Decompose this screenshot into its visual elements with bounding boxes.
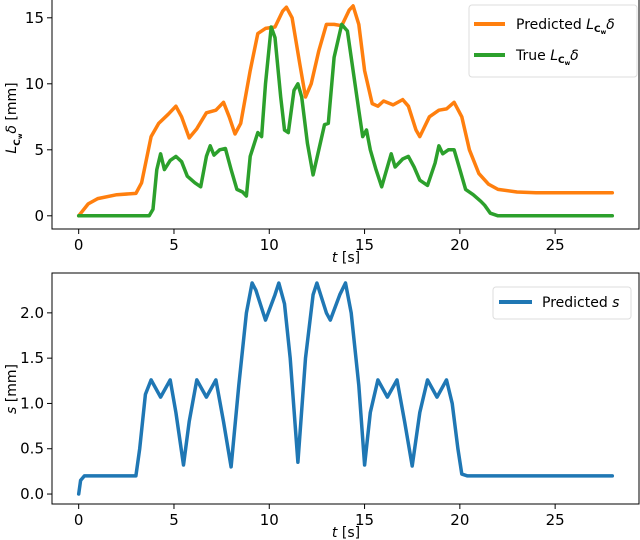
bottom-x-axis-label: t [s] (332, 525, 360, 540)
top-y-tick-label: 5 (34, 141, 44, 159)
top-x-tick-label: 10 (260, 236, 279, 254)
top-y-tick-label: 10 (25, 75, 44, 93)
bottom-y-tick-label: 2.0 (20, 304, 44, 322)
bottom-y-tick-label: 1.0 (20, 394, 44, 412)
top-x-tick-label: 25 (546, 236, 565, 254)
bottom-series-group (76, 281, 615, 496)
top-y-axis-label: LCwδ [mm] (4, 82, 24, 153)
bottom-x-tick-label: 10 (260, 511, 279, 529)
top-ticks-group: 0 5 10 15 20 25 0 5 10 15 (25, 9, 565, 254)
bottom-y-axis-label: s [mm] (4, 364, 20, 414)
bottom-panel: 0 5 10 15 20 25 0.0 0.5 1.0 1.5 2.0 t [s] s [mm] P… (4, 272, 640, 540)
bottom-axes-frame (51, 272, 640, 505)
legend-label-predicted-delta: Predicted LCwδ (516, 17, 615, 36)
top-x-tick-label: 0 (74, 236, 84, 254)
top-x-tick-label: 20 (450, 236, 469, 254)
bottom-ticks-group: 0 5 10 15 20 25 0.0 0.5 1.0 1.5 2.0 (20, 304, 565, 529)
legend-label-predicted-s: Predicted s (542, 295, 619, 311)
bottom-x-tick-label: 0 (74, 511, 84, 529)
top-series-line-predicted-delta (76, 4, 615, 218)
bottom-x-tick-label: 5 (169, 511, 179, 529)
bottom-x-tick-label: 20 (450, 511, 469, 529)
top-x-tick-label: 5 (169, 236, 179, 254)
legend-label-true-delta: True LCwδ (515, 48, 579, 67)
top-y-tick-label: 0 (34, 207, 44, 225)
top-axes-frame (51, 0, 640, 230)
top-series-line-true-delta (76, 22, 615, 218)
bottom-y-tick-label: 0.0 (20, 485, 44, 503)
bottom-x-tick-label: 15 (355, 511, 374, 529)
top-y-tick-label: 15 (25, 9, 44, 27)
top-x-axis-label: t [s] (332, 250, 360, 266)
bottom-y-tick-label: 0.5 (20, 440, 44, 458)
top-legend: Predicted LCwδ True LCwδ (468, 4, 638, 78)
top-series-group (76, 4, 615, 218)
bottom-x-tick-label: 25 (546, 511, 565, 529)
bottom-series-line-predicted-s (76, 281, 615, 496)
top-legend-box (468, 4, 638, 78)
top-x-tick-label: 15 (355, 236, 374, 254)
bottom-legend-box (492, 286, 632, 320)
bottom-legend: Predicted s (492, 286, 632, 320)
top-panel: 0 5 10 15 20 25 0 5 10 15 t [s] LCwδ [mm] Predict… (4, 0, 640, 266)
bottom-y-tick-label: 1.5 (20, 349, 44, 367)
